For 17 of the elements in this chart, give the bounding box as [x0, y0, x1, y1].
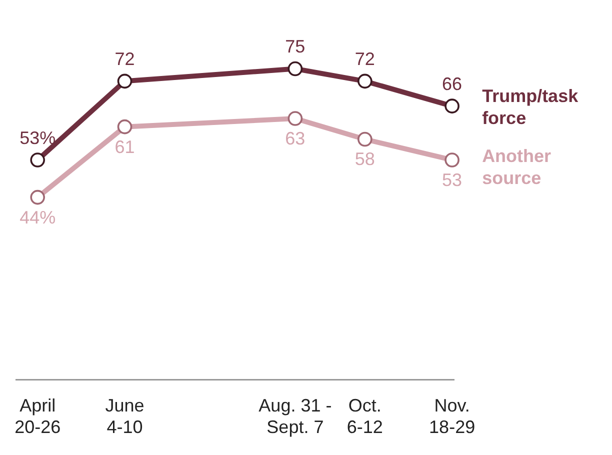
data-label: 66: [442, 74, 462, 94]
data-label: 53%: [20, 128, 56, 148]
series-label: Trump/task force: [482, 86, 580, 128]
series-label: Another source: [482, 146, 552, 188]
data-label: 72: [354, 49, 375, 70]
data-label: 63: [285, 128, 306, 148]
data-label: 75: [285, 36, 306, 57]
data-label: 53: [442, 170, 462, 190]
x-tick-label: Oct. 6-12: [346, 396, 383, 438]
data-label: 72: [114, 49, 135, 70]
x-tick-label: April 20-26: [14, 396, 61, 438]
data-label: 58: [354, 149, 375, 170]
x-tick-label: June 4-10: [105, 396, 144, 438]
x-tick-label: Nov. 18-29: [429, 396, 476, 438]
data-label: 61: [114, 136, 135, 157]
data-label: 44%: [20, 207, 56, 228]
x-tick-label: Aug. 31 - Sept. 7: [258, 396, 332, 438]
